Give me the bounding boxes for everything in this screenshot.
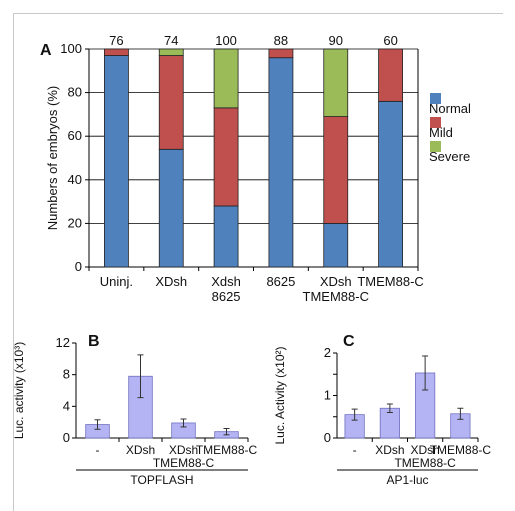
legend-label-mild: Mild [429,125,453,140]
bar-segment-severe [214,49,238,108]
bar-segment-mild [214,108,238,206]
category-label: XDsh [169,443,198,457]
category-label: TMEM88-C [430,443,492,457]
y-tick-label: 80 [68,85,82,100]
bar-segment-mild [324,117,348,224]
y-tick-label: 4 [63,398,70,413]
category-label: Uninj. [100,274,133,289]
panel-label-a: A [40,42,52,59]
y-tick-label: 2 [324,345,331,360]
y-tick-label: 8 [63,367,70,382]
category-label: TMEM88-C [394,456,456,470]
bar-top-label: 88 [274,33,288,48]
panel-a-chart: A 0 20 40 60 80 100 Numbers of embryos (%) 76 Uni… [40,33,471,304]
y-tick-label: 60 [68,128,82,143]
category-label: TMEM88-C [153,456,215,470]
y-tick-label: 20 [68,215,82,230]
bar-segment-normal [324,223,348,267]
category-label: XDsh [155,274,187,289]
category-label: XDsh [320,274,352,289]
y-tick-label: 0 [324,430,331,445]
bar-segment-mild [159,56,183,150]
legend-label-normal: Normal [429,101,471,116]
y-tick-label: 0 [63,430,70,445]
category-label: 8625 [266,274,295,289]
category-label: - [96,443,100,457]
bar-segment-normal [159,149,183,267]
bar-segment-normal [104,56,128,267]
y-tick-label: 40 [68,172,82,187]
y-tick-label: 100 [60,41,82,56]
bar-segment-severe [324,49,348,117]
bar-segment-normal [379,101,403,267]
bar-top-label: 76 [109,33,123,48]
category-label: Xdsh [211,274,241,289]
bar-segment-normal [214,206,238,267]
panel-label-b: B [88,333,100,350]
category-label: - [353,443,357,457]
category-label: XDsh [126,443,155,457]
bar-segment-normal [269,58,293,267]
bar-top-label: 60 [383,33,397,48]
bar-top-label: 100 [215,33,237,48]
bar-top-label: 74 [164,33,178,48]
category-label: TMEM88-C [303,289,369,304]
y-axis-label: Luc. activity (x10³) [12,342,26,439]
category-label: TMEM88-C [357,274,423,289]
y-tick-label: 0 [75,259,82,274]
category-label: 8625 [212,289,241,304]
legend-label-severe: Severe [429,149,470,164]
bar-top-label: 90 [329,33,343,48]
bar-segment-mild [104,49,128,56]
y-tick-label: 12 [56,335,70,350]
group-label: AP1-luc [386,473,428,487]
category-label: XDsh [375,443,404,457]
y-axis-label: Luc. Activity (x10²) [273,346,287,444]
bar-segment-mild [379,49,403,101]
y-axis-label: Numbers of embryos (%) [45,86,60,230]
category-label: TMEM88-C [196,443,258,457]
bar-segment-mild [269,49,293,58]
y-tick-label: 1 [324,388,331,403]
group-label: TOPFLASH [130,473,193,487]
bar-segment-severe [159,49,183,56]
panel-label-c: C [343,333,355,350]
